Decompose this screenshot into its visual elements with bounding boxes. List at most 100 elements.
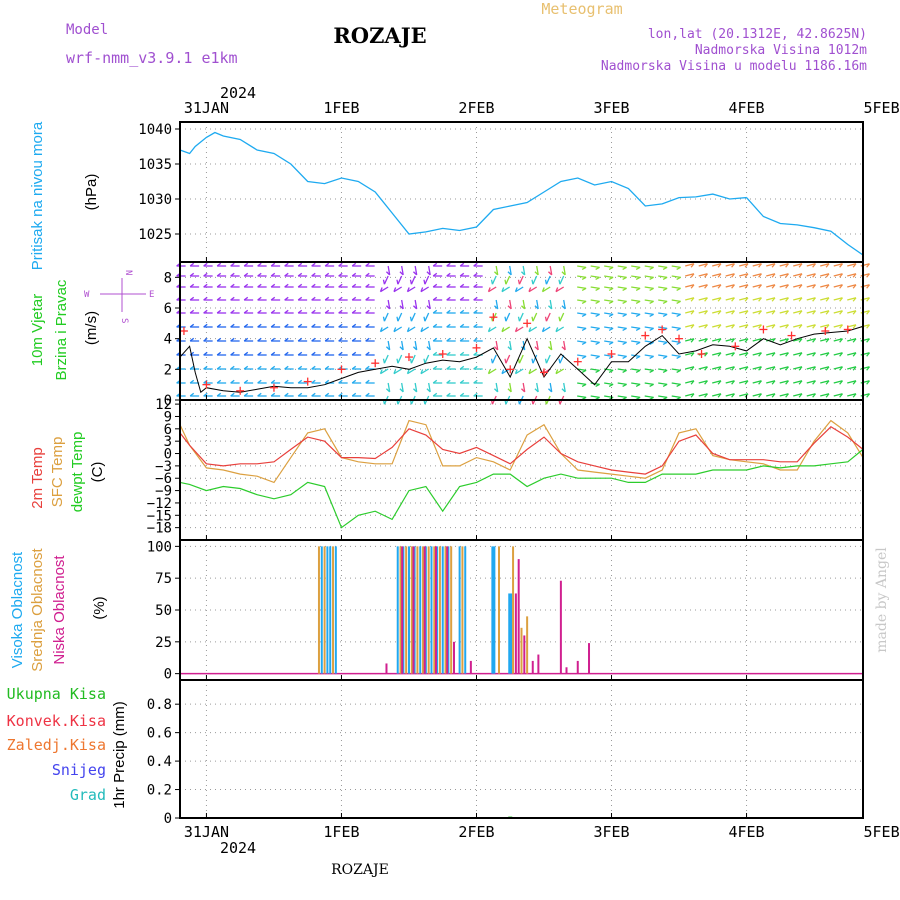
wind-arrow-head: [558, 279, 561, 285]
precip-legend-item: Grad: [70, 786, 106, 804]
wind-arrow-head: [426, 388, 431, 393]
wind-arrow-head: [203, 365, 208, 370]
high-cloud-bar: [436, 546, 439, 674]
wind-arrow-head: [771, 324, 776, 329]
wind-arrow-head: [595, 287, 600, 292]
wind-arrow: [698, 310, 708, 314]
wind-arrow-head: [446, 272, 451, 277]
pressure-panel: [179, 131, 864, 256]
compass-n: N: [123, 270, 133, 275]
wind-arrow-head: [744, 273, 749, 278]
x-tick-label-top: 1FEB: [323, 99, 359, 117]
wind-arrow-head: [473, 337, 478, 342]
wind-arrow: [644, 312, 654, 315]
wind-arrow-head: [382, 358, 386, 364]
wind-arrow: [698, 380, 708, 384]
wind-arrow: [671, 368, 681, 371]
wind-arrow-head: [270, 337, 276, 342]
wind-arrow-head: [203, 272, 208, 277]
wind-arrow: [522, 382, 526, 392]
wind-arrow-head: [216, 323, 222, 328]
wind-arrow: [820, 263, 830, 267]
wind-arrow-head: [771, 273, 776, 278]
wind-arrow: [658, 368, 668, 371]
wind-arrow-head: [676, 287, 681, 292]
wind-arrow: [495, 265, 499, 275]
wind-arrow: [725, 380, 735, 384]
wind-arrow-head: [622, 369, 627, 374]
wind-arrow-head: [608, 341, 614, 346]
wind-arrow: [397, 354, 403, 364]
wind-arrow-head: [426, 271, 431, 276]
x-tick-label-top: 2FEB: [458, 99, 494, 117]
wind-arrow: [752, 297, 762, 301]
wind-arrow-head: [203, 283, 208, 288]
wind-arrow: [806, 273, 816, 277]
wind-arrow: [766, 393, 776, 397]
wind-arrow: [793, 380, 803, 384]
wind-arrow-head: [744, 284, 749, 289]
mid-cloud-bar: [427, 546, 430, 674]
wind-arrow-head: [825, 366, 830, 371]
wind-arrow: [793, 393, 803, 397]
y-tick-label: −6: [155, 471, 172, 487]
wind-speed-series-line: [179, 325, 864, 394]
wind-arrow-head: [704, 284, 708, 289]
wind-arrow-head: [311, 351, 316, 356]
wind-arrow-head: [785, 393, 789, 398]
wind-arrow: [577, 326, 587, 329]
wind-arrow-head: [676, 383, 681, 388]
wind-arrow: [563, 340, 566, 350]
wind-arrow-head: [324, 379, 330, 384]
wind-arrow: [752, 338, 762, 342]
wind-arrow-head: [426, 346, 431, 351]
wind-arrow-head: [812, 273, 816, 278]
wind-arrow-head: [812, 310, 816, 315]
wind-arrow-head: [382, 279, 386, 285]
y-tick-label: 2: [164, 362, 172, 378]
wind-arrow-head: [785, 352, 789, 357]
mid-cloud-bar: [323, 546, 326, 674]
wind-arrow: [545, 354, 551, 364]
wind-arrow: [401, 265, 404, 275]
wind-arrow-head: [731, 263, 735, 268]
wind-arrow: [604, 275, 614, 278]
wind-arrow: [779, 366, 789, 370]
wind-arrow: [739, 263, 749, 267]
precip-legend-item: Konvek.Kisa: [7, 712, 106, 730]
wind-arrow-head: [189, 323, 195, 328]
wind-arrow: [380, 286, 389, 293]
wind-arrow: [617, 326, 627, 329]
wind-arrow: [806, 352, 816, 356]
wind-arrow: [407, 326, 416, 333]
wind-arrow-head: [432, 392, 438, 397]
wind-arrow-head: [704, 366, 708, 371]
wind-arrow-head: [230, 283, 235, 288]
panel-frame: [179, 261, 864, 401]
wind-arrow-head: [338, 296, 343, 301]
low-cloud-bar: [514, 593, 517, 674]
wind-arrow-head: [608, 276, 614, 281]
wind-arrow: [428, 382, 431, 392]
wind-arrow: [833, 263, 843, 267]
wind-arrow-head: [812, 366, 816, 371]
year-label-bottom: 2024: [220, 839, 256, 857]
wind-arrow: [671, 382, 681, 385]
wind-arrow: [393, 326, 403, 333]
wind-arrow-head: [635, 313, 641, 318]
wind-arrow: [509, 299, 512, 309]
wind-arrow-head: [662, 355, 668, 360]
wind-arrow: [559, 275, 565, 285]
wind-arrow-head: [365, 323, 370, 328]
wind-arrow: [542, 326, 551, 333]
wind-arrow-head: [517, 279, 521, 285]
panel-frames: [175, 121, 864, 819]
wind-arrow-head: [717, 324, 722, 329]
station-title: ROZAJE: [333, 23, 426, 48]
wind-arrow: [522, 299, 526, 309]
wind-arrow-head: [635, 383, 641, 388]
wind-arrow-head: [531, 316, 534, 322]
wind-arrow: [806, 324, 816, 328]
wind-arrow: [590, 312, 600, 315]
wind-arrow: [590, 265, 600, 268]
